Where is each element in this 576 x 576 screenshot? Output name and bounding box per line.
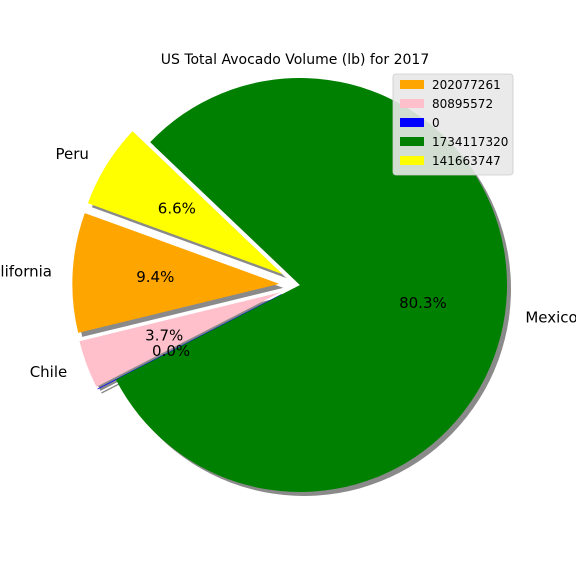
- legend-entry: 202077261: [432, 78, 501, 92]
- slice-pct-label: 3.7%: [145, 327, 183, 345]
- slice-layer: [72, 78, 508, 493]
- legend-swatch: [400, 156, 424, 165]
- slice-pct-label: 6.6%: [158, 200, 196, 218]
- slice-mexico: [115, 78, 508, 493]
- legend-swatch: [400, 99, 424, 108]
- label-layer: California 9.4% Chile 3.7%0.0% Mexico 80.3% Pe…: [0, 145, 576, 381]
- slice-chile: [79, 292, 281, 387]
- slice-peru: [87, 131, 283, 275]
- legend-swatch: [400, 137, 424, 146]
- legend-entry: 141663747: [432, 154, 501, 168]
- legend: 202077261 80895572 0 1734117320 141663747: [392, 73, 514, 176]
- legend-entry: 80895572: [432, 97, 493, 111]
- legend-swatch: [400, 118, 424, 127]
- slice-pct-label: 9.4%: [136, 268, 174, 286]
- slice-label-chile: Chile: [30, 363, 68, 381]
- chart-title: US Total Avocado Volume (lb) for 2017: [161, 52, 430, 68]
- slice-pct-label: 80.3%: [399, 294, 447, 312]
- legend-entry: 0: [432, 116, 440, 130]
- legend-entry: 1734117320: [432, 135, 508, 149]
- slice-california: [72, 213, 280, 333]
- slice-label-california: California: [0, 262, 52, 280]
- legend-swatch: [400, 80, 424, 89]
- slice-pct-label: 0.0%: [152, 342, 190, 360]
- slice-label-peru: Peru: [55, 145, 88, 163]
- slice-label-mexico: Mexico: [525, 309, 576, 327]
